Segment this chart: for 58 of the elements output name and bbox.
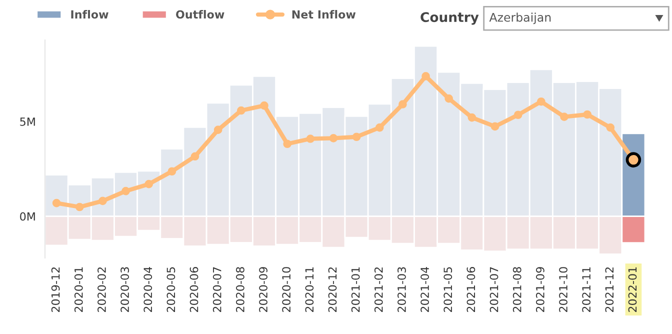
point: [606, 123, 615, 132]
x-tick-label: 2020-06: [190, 267, 198, 312]
x-tick-label: 2021-12: [605, 267, 614, 312]
point: [283, 140, 292, 148]
x-tick-label: 2021-01: [351, 267, 360, 312]
point: [190, 152, 200, 161]
x-tick-label: 2020-04: [144, 266, 152, 312]
point: [98, 196, 107, 206]
point: [260, 101, 268, 110]
x-tick-label: 2020-07: [212, 267, 222, 312]
point: [144, 180, 154, 188]
x-tick-label: 2021-11: [582, 267, 591, 312]
x-tick-label: 2021-04: [420, 266, 429, 312]
legend-label: Net Inflow: [292, 10, 356, 19]
point: [352, 132, 361, 142]
point: [236, 106, 246, 115]
point: [536, 97, 546, 106]
x-tick-label: 2020-01: [74, 267, 83, 312]
point: [514, 110, 522, 120]
y-tick-label: 5M: [20, 118, 35, 126]
x-tick-label: 2020-08: [236, 267, 244, 312]
point: [560, 112, 568, 121]
point: [214, 126, 222, 134]
x-tick-label: 2020-12: [328, 267, 337, 312]
point: [306, 134, 315, 143]
point: [490, 122, 500, 131]
x-tick-label: 2020-10: [282, 267, 291, 312]
point: [168, 167, 176, 176]
x-tick-label: 2021-06: [466, 267, 476, 312]
point: [329, 134, 338, 142]
x-tick-label: 2021-03: [398, 267, 406, 312]
x-tick-label: 2021-10: [559, 267, 568, 312]
x-tick-label: 2020-09: [259, 267, 268, 312]
y-tick-label: 0M: [20, 212, 35, 221]
legend-label: Outflow: [176, 10, 224, 19]
x-tick-label: 2020-05: [166, 267, 176, 312]
point: [444, 94, 454, 103]
x-tick-label: 2022-01: [628, 267, 637, 312]
x-tick-label: 2020-11: [305, 267, 314, 312]
point: [375, 123, 384, 132]
point: [75, 202, 84, 212]
point: [422, 72, 430, 80]
x-tick-label: 2019-12: [51, 267, 60, 312]
x-tick-label: 2021-02: [374, 267, 383, 312]
x-tick-label: 2021-05: [444, 267, 452, 312]
x-tick-label: 2021-07: [490, 267, 498, 312]
point: [122, 186, 130, 196]
point: [468, 113, 476, 122]
point: [52, 198, 61, 208]
text: Country: [420, 12, 479, 25]
point: [583, 110, 592, 119]
x-tick-label: 2020-03: [120, 267, 129, 312]
x-tick-label: 2021-09: [536, 267, 544, 312]
text: Azerbaijan: [489, 12, 551, 24]
x-tick-label: 2021-08: [512, 267, 522, 312]
x-tick-label: 2020-02: [98, 267, 106, 312]
legend-label: Inflow: [71, 10, 108, 19]
point: [398, 100, 407, 108]
